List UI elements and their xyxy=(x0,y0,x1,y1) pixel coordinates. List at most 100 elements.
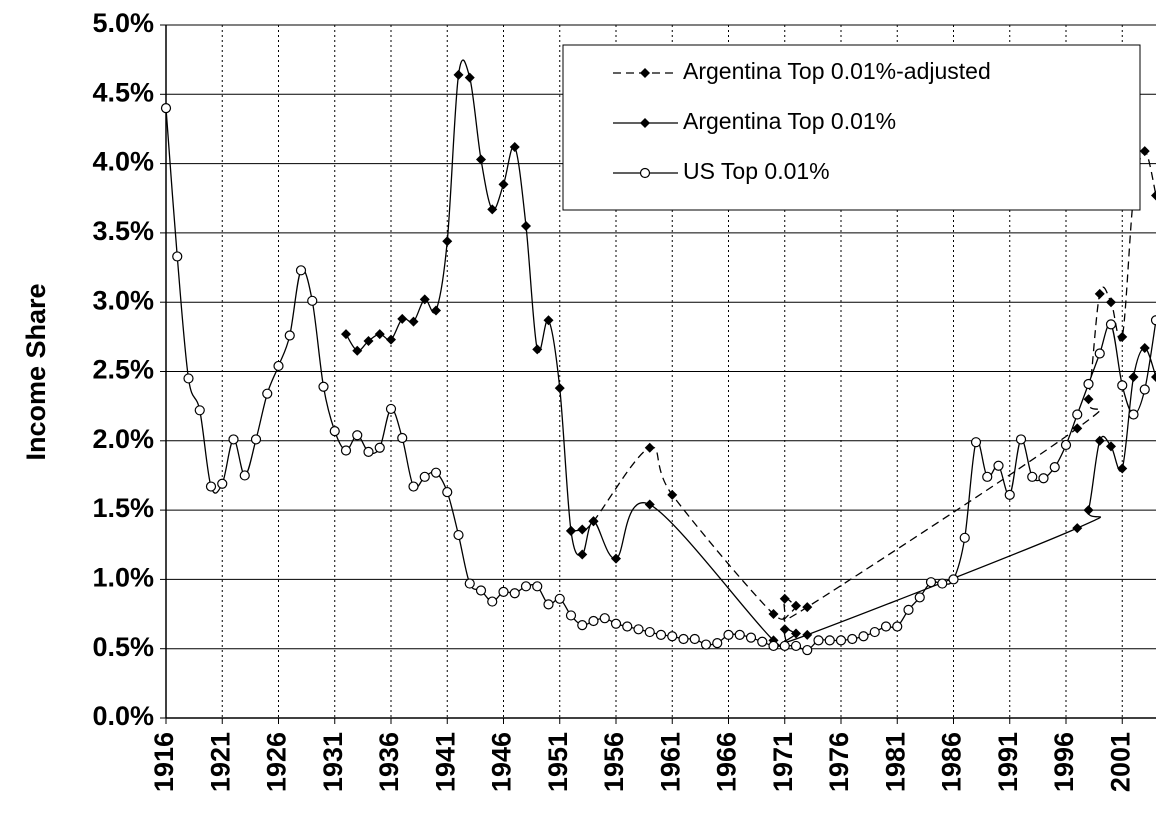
legend-label: US Top 0.01% xyxy=(683,158,830,184)
marker xyxy=(442,486,453,498)
marker xyxy=(640,118,650,128)
marker xyxy=(610,618,622,629)
marker xyxy=(386,334,396,345)
marker xyxy=(1151,190,1156,201)
y-tick-label: 3.0% xyxy=(92,285,154,315)
marker xyxy=(363,446,374,457)
marker xyxy=(554,383,565,394)
marker xyxy=(183,373,194,384)
marker xyxy=(205,481,217,492)
marker xyxy=(509,141,520,152)
marker xyxy=(993,460,1004,471)
marker xyxy=(442,236,453,247)
x-tick-label: 1961 xyxy=(655,732,685,792)
marker xyxy=(520,581,532,592)
x-tick-label: 1916 xyxy=(149,732,179,792)
marker xyxy=(689,633,700,645)
marker xyxy=(509,588,520,599)
marker xyxy=(1151,372,1156,383)
x-tick-label: 1996 xyxy=(1049,732,1079,792)
y-tick-label: 0.0% xyxy=(92,701,154,731)
marker xyxy=(363,336,374,347)
marker xyxy=(1083,505,1094,516)
marker xyxy=(543,315,554,326)
x-tick-label: 1931 xyxy=(318,732,348,792)
x-tick-label: 1941 xyxy=(430,732,460,792)
marker xyxy=(813,635,824,646)
marker xyxy=(554,593,565,604)
marker xyxy=(1106,297,1116,308)
marker xyxy=(1106,441,1116,452)
marker xyxy=(397,313,408,324)
marker xyxy=(498,179,509,190)
marker xyxy=(1083,378,1094,390)
marker xyxy=(745,632,757,643)
x-tick-label: 1956 xyxy=(599,732,629,792)
marker xyxy=(712,638,723,649)
marker xyxy=(352,345,363,356)
marker xyxy=(802,629,813,640)
marker xyxy=(1049,462,1060,473)
y-axis-title: Income Share xyxy=(21,283,51,460)
legend-box xyxy=(562,44,1141,211)
marker xyxy=(172,251,183,262)
marker xyxy=(566,525,576,536)
x-tick-label: 1926 xyxy=(262,732,292,792)
x-tick-label: 1976 xyxy=(824,732,854,792)
marker xyxy=(1072,409,1083,420)
x-tick-label: 1946 xyxy=(487,732,517,792)
x-tick-label: 1986 xyxy=(937,732,967,792)
marker xyxy=(397,432,408,444)
marker xyxy=(779,640,790,652)
marker xyxy=(1083,394,1094,405)
marker xyxy=(588,516,599,527)
marker xyxy=(217,478,228,489)
marker xyxy=(1150,315,1156,326)
marker xyxy=(318,381,329,392)
marker xyxy=(667,489,678,500)
marker xyxy=(532,344,543,355)
marker xyxy=(1094,348,1105,359)
x-tick-label: 1991 xyxy=(993,732,1023,792)
marker xyxy=(352,430,363,441)
marker xyxy=(577,549,588,560)
marker xyxy=(419,294,430,305)
marker xyxy=(239,470,250,481)
marker xyxy=(419,471,430,482)
marker xyxy=(655,629,667,640)
marker xyxy=(1117,380,1128,391)
marker xyxy=(925,577,937,588)
x-tick-label: 1936 xyxy=(374,732,404,792)
marker xyxy=(475,585,487,596)
y-tick-label: 1.5% xyxy=(92,493,154,523)
x-tick-label: 1981 xyxy=(880,732,910,792)
marker xyxy=(644,499,655,510)
marker xyxy=(892,621,903,632)
y-tick-label: 4.5% xyxy=(92,77,154,107)
y-tick-label: 4.0% xyxy=(92,147,154,177)
marker xyxy=(757,636,768,647)
marker xyxy=(948,574,959,585)
marker xyxy=(588,615,599,627)
marker xyxy=(1105,319,1117,330)
marker xyxy=(791,600,801,611)
marker xyxy=(476,154,486,165)
marker xyxy=(160,103,172,114)
marker xyxy=(284,330,295,341)
marker xyxy=(385,403,397,415)
marker xyxy=(408,316,419,327)
marker xyxy=(194,405,205,416)
marker xyxy=(532,581,543,592)
x-tick-label: 1966 xyxy=(712,732,742,792)
marker xyxy=(644,442,655,453)
marker xyxy=(1117,331,1128,342)
marker xyxy=(802,644,813,656)
x-tick-label: 1951 xyxy=(543,732,573,792)
marker xyxy=(521,220,531,231)
marker xyxy=(779,624,790,635)
y-tick-label: 2.0% xyxy=(92,424,154,454)
marker xyxy=(431,305,441,316)
marker xyxy=(858,631,869,642)
marker xyxy=(640,68,650,78)
